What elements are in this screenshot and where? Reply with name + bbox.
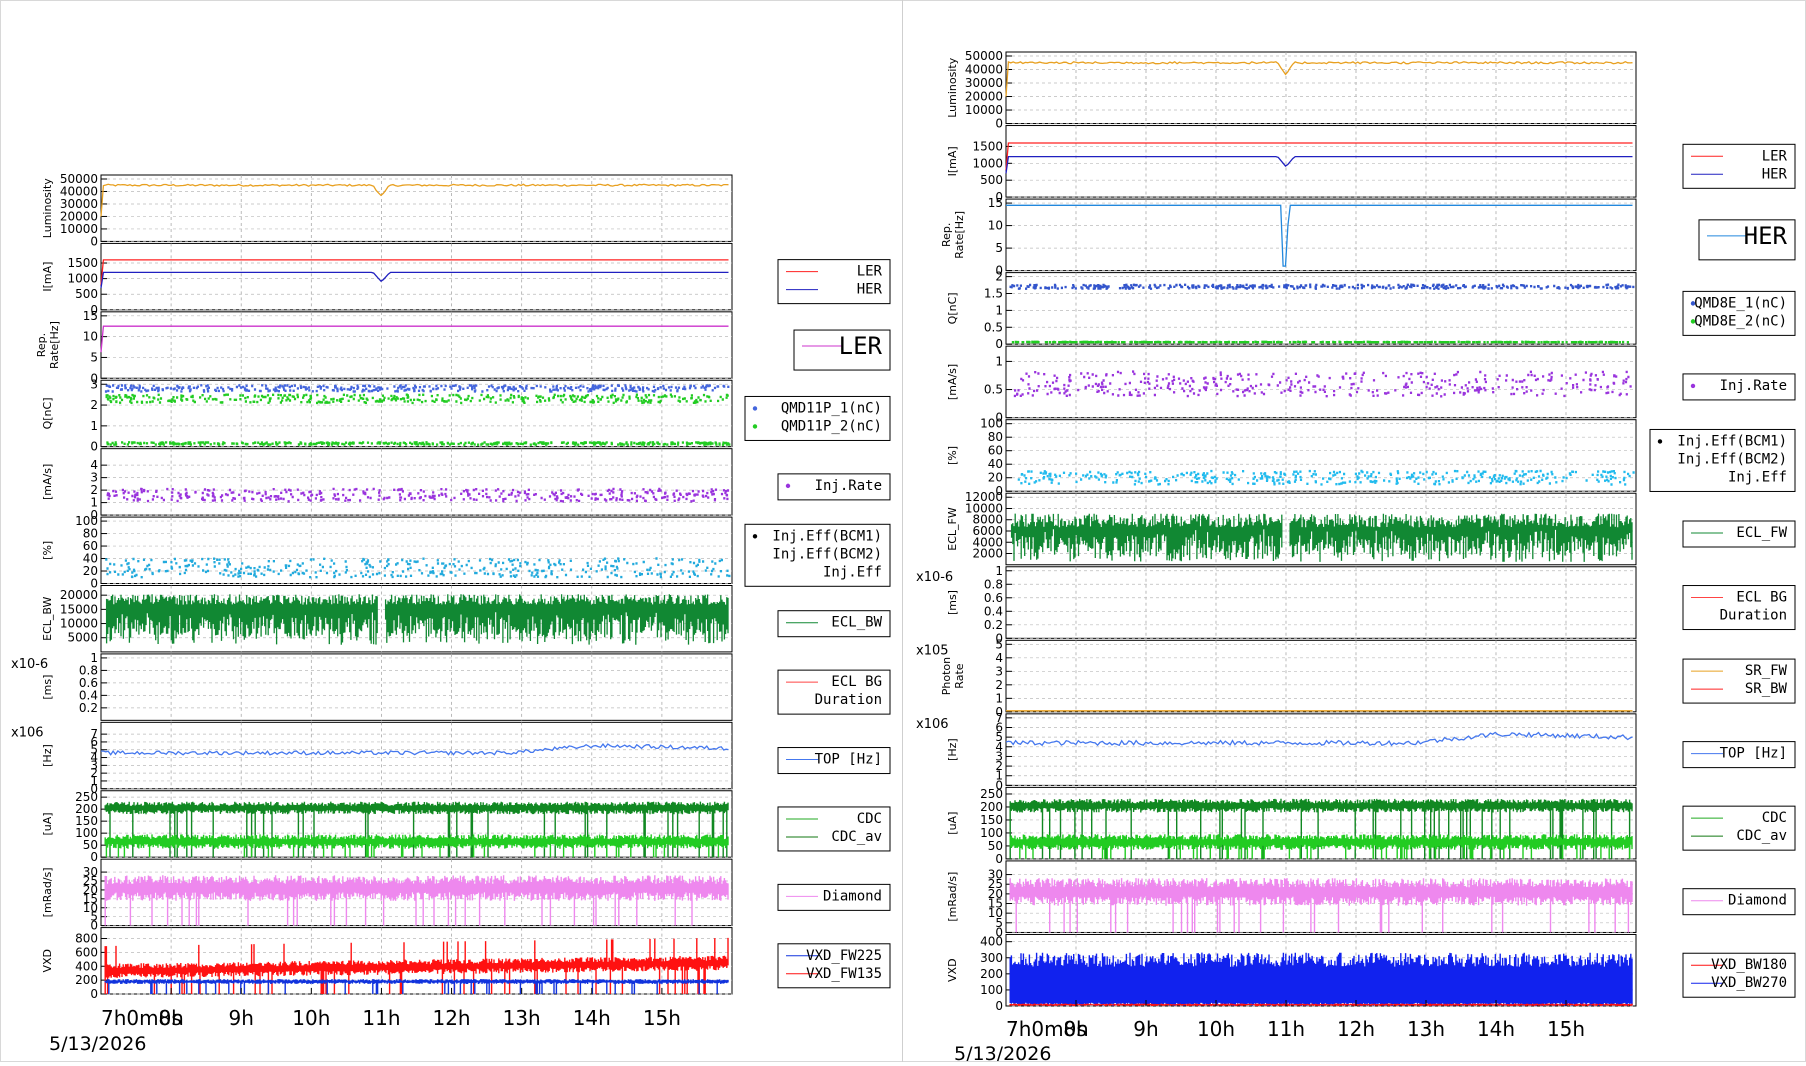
pane-divider <box>902 0 903 1062</box>
